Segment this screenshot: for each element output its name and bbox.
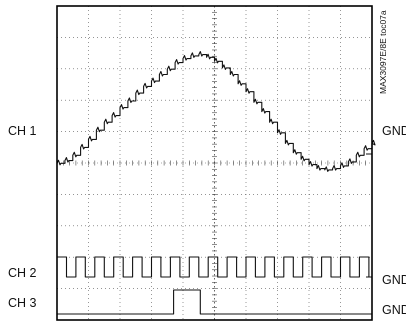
- plot-frame: [56, 5, 373, 321]
- ch3-gnd-label: GND: [382, 303, 406, 317]
- trace-ch1: [56, 51, 376, 172]
- ch3-label: CH 3: [8, 296, 37, 310]
- waveform-traces: [56, 51, 376, 315]
- figure-id-label: MAX3097E/8E toc07a: [378, 10, 388, 94]
- ch2-label: CH 2: [8, 266, 37, 280]
- trace-ch2: [57, 256, 372, 278]
- trace-ch3: [57, 289, 372, 315]
- ch1-gnd-label: GND: [382, 124, 406, 138]
- ch2-gnd-label: GND: [382, 273, 406, 287]
- ch1-label: CH 1: [8, 124, 37, 138]
